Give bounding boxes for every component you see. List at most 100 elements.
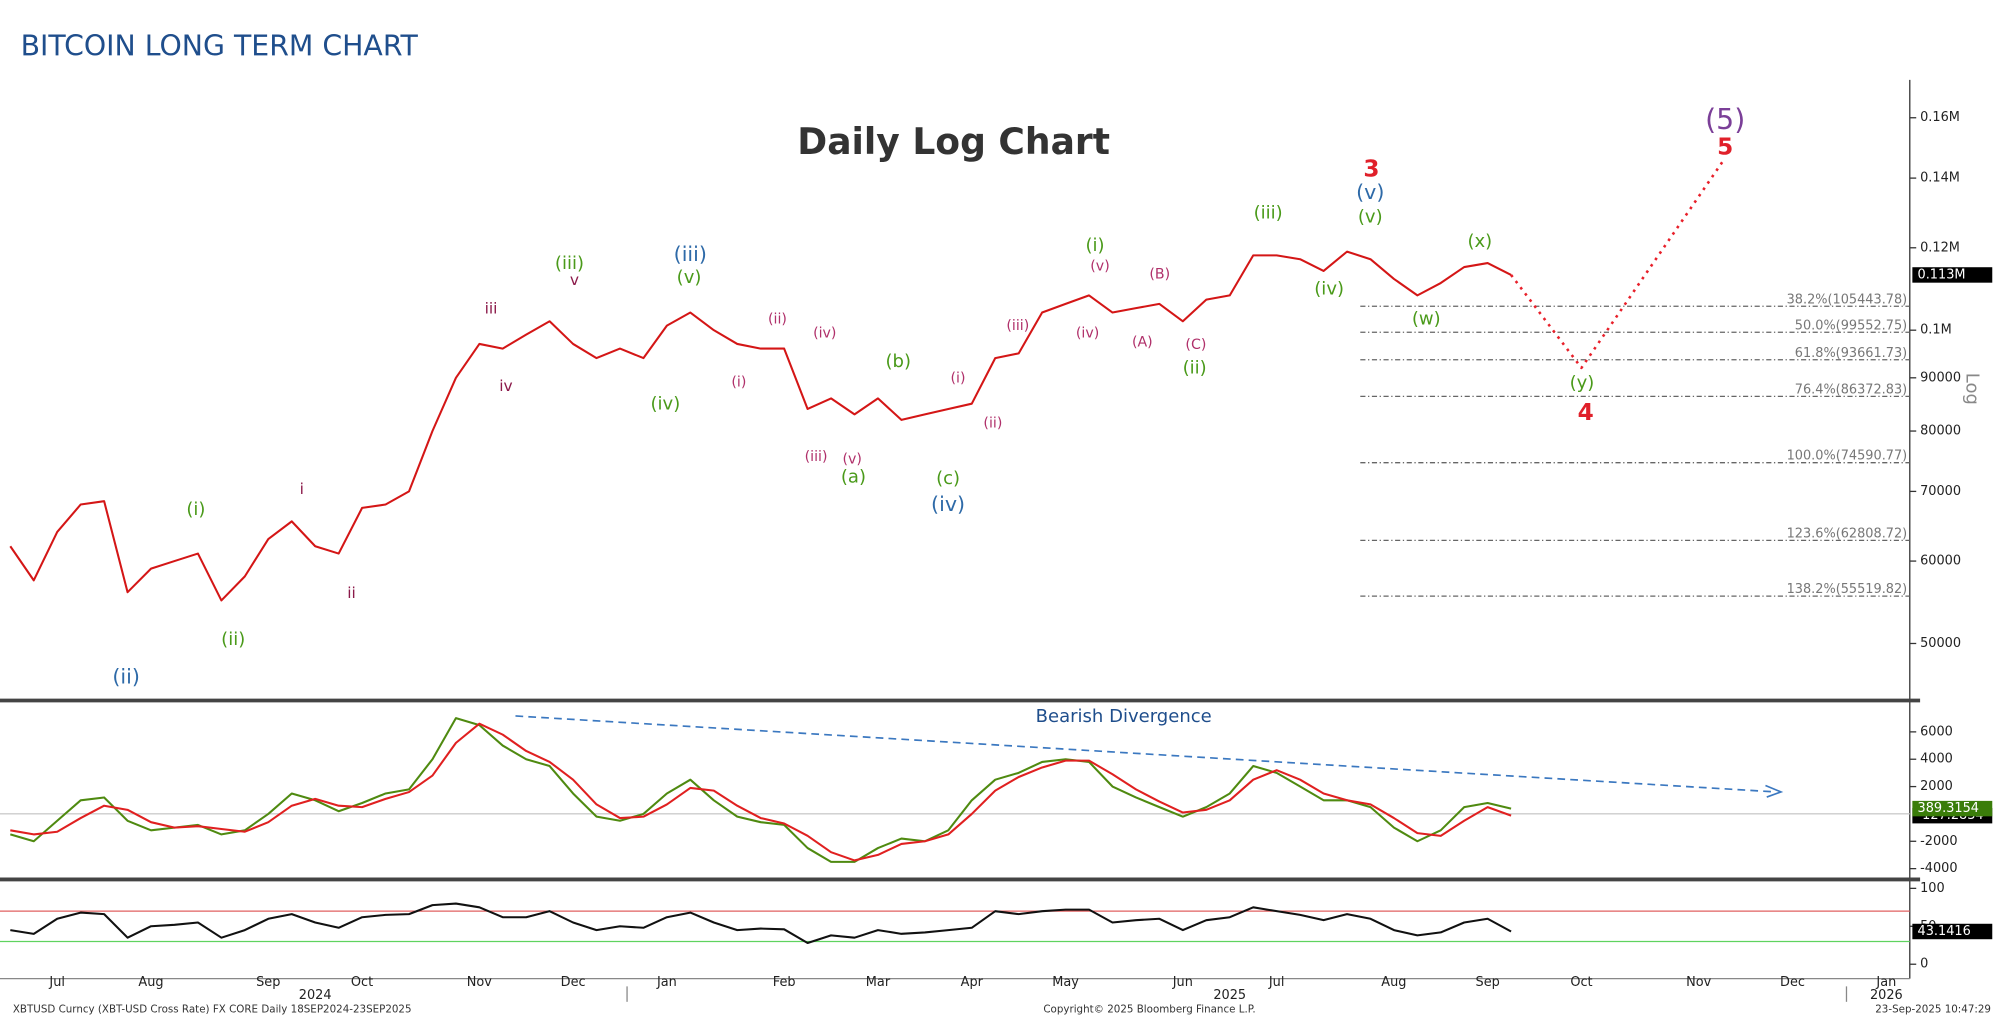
wave-label: (ii) [221, 629, 245, 650]
series-line [10, 902, 1512, 945]
wave-label: (iii) [674, 242, 707, 266]
footer-source: XBTUSD Curncy (XBT-USD Cross Rate) FX CO… [13, 1004, 412, 1016]
last-value-label: 43.1416 [1918, 924, 1971, 939]
year-label: 2024 [299, 988, 332, 1003]
wave-label: 4 [1578, 399, 1594, 426]
wave-label: (x) [1467, 231, 1492, 252]
y-tick-label: 2000 [1920, 779, 1953, 794]
wave-label: (A) [1132, 335, 1153, 351]
wave-label: (5) [1705, 103, 1745, 136]
y-tick-label: 4000 [1920, 752, 1953, 767]
wave-label: (iv) [931, 492, 965, 516]
page-title: BITCOIN LONG TERM CHART [21, 30, 419, 63]
wave-label: (i) [1085, 235, 1104, 256]
wave-label: (iii) [555, 253, 584, 274]
wave-label: (iv) [1314, 279, 1344, 300]
wave-label: (v) [677, 267, 702, 288]
y-tick-label: -4000 [1920, 861, 1957, 876]
x-tick-label: Aug [138, 975, 163, 990]
wave-label: (y) [1570, 373, 1595, 394]
fib-label: 100.0%(74590.77) [1787, 449, 1908, 464]
footer-timestamp: 23-Sep-2025 10:47:29 [1875, 1004, 1991, 1016]
fib-label: 50.0%(99552.75) [1795, 318, 1907, 333]
y-tick-label: 0 [1920, 957, 1928, 972]
year-label: 2026 [1870, 988, 1903, 1003]
arrow-head [1765, 784, 1784, 798]
fib-label: 123.6%(62808.72) [1787, 526, 1908, 541]
y-tick-label: 6000 [1920, 724, 1953, 739]
wave-label: (w) [1412, 308, 1441, 329]
x-tick-label: Oct [1570, 975, 1592, 990]
x-tick-label: May [1052, 975, 1079, 990]
wave-label: iv [499, 377, 512, 395]
divergence-label: Bearish Divergence [1036, 706, 1212, 727]
x-tick-label: Mar [866, 975, 891, 990]
x-tick-label: Aug [1381, 975, 1406, 990]
chart-title: Daily Log Chart [797, 121, 1110, 163]
wave-label: (i) [731, 374, 746, 390]
x-tick-label: Apr [961, 975, 984, 990]
x-tick-label: Sep [256, 975, 280, 990]
y-axis-label: Log [1962, 373, 1983, 405]
last-value-box [1912, 923, 1993, 940]
x-tick-label: Jan [656, 975, 677, 990]
wave-label: (C) [1185, 337, 1206, 353]
x-tick-label: Sep [1476, 975, 1500, 990]
divergence-arrow [515, 715, 1776, 793]
wave-label: ii [347, 584, 356, 602]
wave-label: (B) [1149, 266, 1170, 282]
fib-label: 138.2%(55519.82) [1787, 582, 1908, 597]
fib-label: 76.4%(86372.83) [1795, 382, 1907, 397]
last-value-label: 0.113M [1918, 267, 1966, 282]
y-tick-label: 0.12M [1920, 240, 1960, 255]
x-tick-label: Dec [561, 975, 586, 990]
x-tick-label: Jan [1875, 975, 1896, 990]
series-line [10, 717, 1512, 863]
wave-label: (iv) [813, 326, 836, 342]
wave-label: v [570, 271, 579, 289]
wave-label: (iii) [1254, 203, 1283, 224]
fib-label: 38.2%(105443.78) [1787, 292, 1908, 307]
y-tick-label: 0.14M [1920, 171, 1960, 186]
wave-label: (i) [186, 499, 205, 520]
wave-label: (v) [1356, 180, 1384, 204]
wave-label: iii [485, 300, 498, 318]
x-tick-label: Feb [773, 975, 796, 990]
wave-label: (ii) [768, 311, 787, 327]
fib-label: 61.8%(93661.73) [1795, 346, 1907, 361]
y-tick-label: 60000 [1920, 554, 1961, 569]
y-tick-label: 70000 [1920, 484, 1961, 499]
y-tick-label: 50000 [1920, 636, 1961, 651]
wave-label: (ii) [112, 664, 140, 688]
x-tick-label: Oct [351, 975, 373, 990]
last-value-box [1912, 267, 1993, 283]
projection-line [1510, 161, 1724, 370]
wave-label: (iv) [651, 393, 681, 414]
x-tick-label: Dec [1780, 975, 1805, 990]
wave-label: (v) [1090, 259, 1109, 275]
footer-copyright: Copyright© 2025 Bloomberg Finance L.P. [1043, 1004, 1255, 1016]
y-tick-label: 0.1M [1920, 323, 1952, 338]
series-line [9, 250, 1512, 602]
wave-label: (ii) [983, 416, 1002, 432]
y-tick-label: 100 [1920, 881, 1945, 896]
wave-label: (iv) [1076, 326, 1099, 342]
wave-label: (i) [951, 371, 966, 387]
series-line [10, 722, 1512, 862]
wave-label: i [300, 480, 304, 498]
wave-label: (ii) [1183, 357, 1207, 378]
y-tick-label: -2000 [1920, 834, 1957, 849]
wave-label: 5 [1717, 134, 1733, 161]
x-tick-label: Nov [467, 975, 493, 990]
wave-label: (c) [936, 468, 960, 489]
y-tick-label: 0.16M [1920, 110, 1960, 125]
wave-label: (b) [886, 351, 912, 372]
last-value-box [1912, 800, 1993, 817]
x-tick-label: Nov [1686, 975, 1712, 990]
wave-label: 3 [1363, 155, 1379, 182]
wave-label: (v) [1358, 207, 1383, 228]
wave-label: (a) [841, 467, 866, 488]
year-label: 2025 [1213, 988, 1246, 1003]
